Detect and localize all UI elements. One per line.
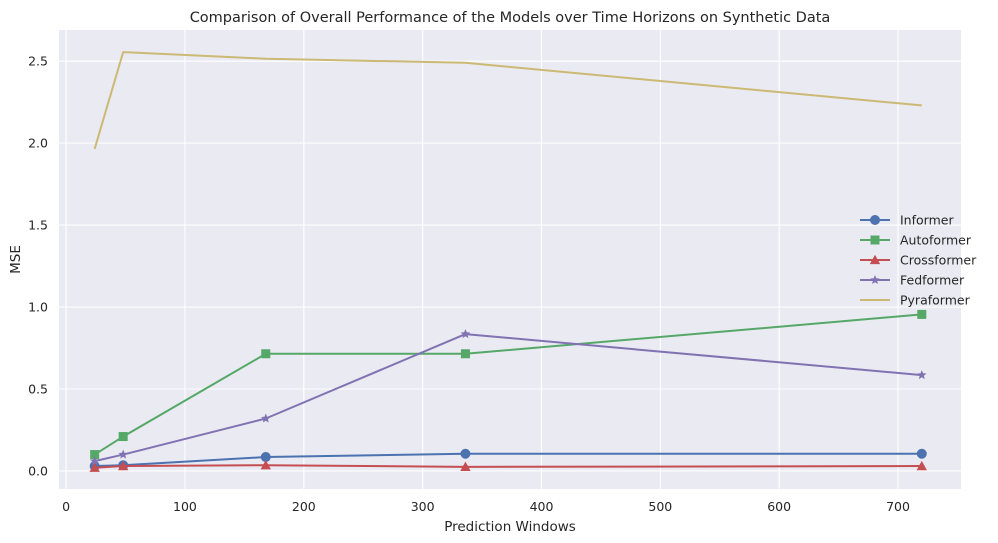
- x-axis-label: Prediction Windows: [444, 519, 576, 535]
- data-point-autoformer: [917, 309, 927, 319]
- data-point-informer: [916, 448, 927, 459]
- legend-item-crossformer: Crossformer: [860, 253, 977, 268]
- series-crossformer: [89, 460, 927, 472]
- legend-marker-informer: [870, 215, 880, 225]
- y-tick-label: 0.0: [28, 463, 48, 478]
- legend-label-fedformer: Fedformer: [900, 273, 965, 288]
- data-point-fedformer: [89, 456, 100, 466]
- plot-area: [59, 30, 961, 489]
- x-axis-ticks: 0 100 200 300 400 500 600 700: [62, 499, 910, 514]
- legend-marker-autoformer: [870, 235, 880, 245]
- legend-label-crossformer: Crossformer: [900, 253, 977, 268]
- data-point-crossformer: [260, 460, 271, 470]
- legend-label-informer: Informer: [900, 213, 954, 228]
- data-point-autoformer: [90, 450, 100, 460]
- grid-lines: [59, 30, 961, 489]
- y-tick-label: 1.0: [28, 300, 48, 315]
- data-point-crossformer: [117, 460, 129, 471]
- data-point-autoformer: [460, 349, 470, 359]
- series-fedformer: [89, 329, 927, 466]
- x-tick-label: 500: [648, 499, 672, 514]
- series-autoformer: [90, 309, 927, 460]
- legend-label-autoformer: Autoformer: [900, 233, 972, 248]
- y-tick-label: 0.5: [28, 382, 48, 397]
- legend-item-informer: Informer: [860, 213, 954, 228]
- x-tick-label: 200: [292, 499, 316, 514]
- x-tick-label: 300: [411, 499, 435, 514]
- data-point-fedformer: [261, 413, 271, 423]
- x-tick-label: 600: [767, 499, 791, 514]
- series-pyraformer: [93, 51, 922, 150]
- legend-label-pyraformer: Pyraformer: [900, 293, 971, 308]
- data-point-fedformer: [917, 370, 927, 380]
- data-point-autoformer: [261, 349, 271, 359]
- data-point-informer: [460, 448, 471, 459]
- chart-title: Comparison of Overall Performance of the…: [190, 10, 831, 26]
- x-tick-label: 400: [530, 499, 554, 514]
- data-point-fedformer: [118, 449, 128, 459]
- data-point-autoformer: [118, 432, 128, 442]
- data-point-crossformer: [916, 460, 927, 471]
- x-tick-label: 0: [62, 499, 70, 514]
- series-group: [89, 51, 927, 472]
- data-point-crossformer: [89, 462, 100, 472]
- legend-item-fedformer: Fedformer: [860, 273, 965, 288]
- data-point-fedformer: [460, 329, 471, 339]
- legend-item-autoformer: Autoformer: [860, 233, 972, 248]
- y-tick-label: 2.0: [28, 136, 48, 151]
- data-point-crossformer: [460, 461, 471, 472]
- legend-marker-fedformer: [870, 275, 880, 285]
- legend: Informer Autoformer Crossformer Fedformer Py…: [860, 213, 977, 308]
- legend-item-pyraformer: Pyraformer: [860, 293, 971, 308]
- y-tick-label: 2.5: [28, 54, 48, 69]
- x-tick-label: 700: [886, 499, 910, 514]
- series-line-pyraformer: [93, 51, 922, 150]
- y-tick-label: 1.5: [28, 218, 48, 233]
- y-axis-ticks: 0.0 0.5 1.0 1.5 2.0 2.5: [28, 54, 48, 479]
- x-tick-label: 100: [173, 499, 197, 514]
- legend-marker-crossformer: [869, 254, 881, 265]
- y-axis-label: MSE: [8, 245, 24, 274]
